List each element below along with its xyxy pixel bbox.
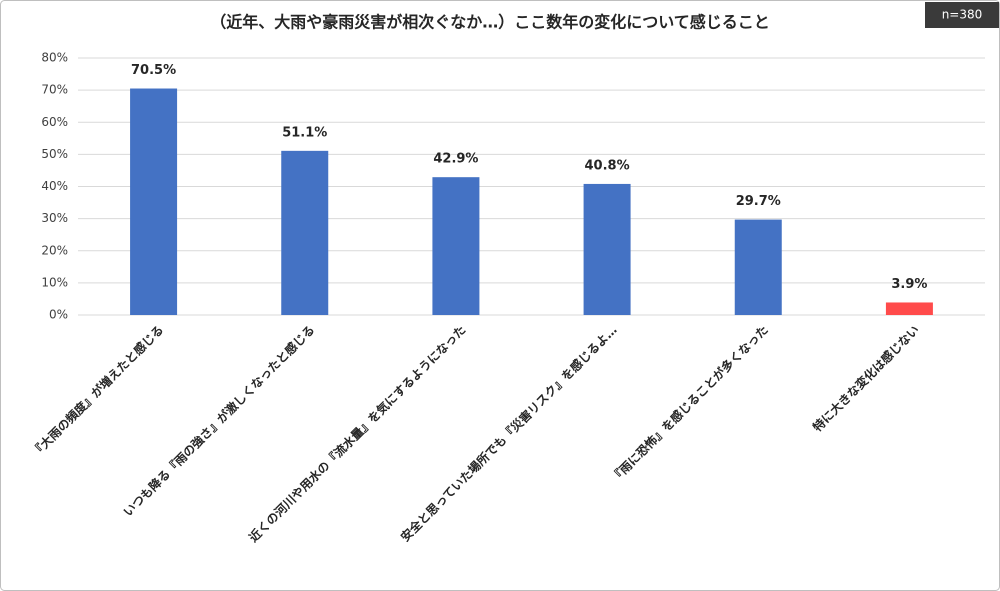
sample-badge <box>925 2 999 28</box>
bar <box>432 177 480 315</box>
y-tick-label: 70% <box>41 83 68 97</box>
value-label: 40.8% <box>585 158 630 173</box>
y-tick-label: 10% <box>41 275 68 289</box>
bar <box>130 88 178 315</box>
value-label: 42.9% <box>433 152 478 167</box>
bar <box>885 302 933 315</box>
value-label: 51.1% <box>282 125 327 140</box>
y-tick-label: 80% <box>41 51 68 65</box>
bar <box>734 219 782 315</box>
bar <box>281 150 329 315</box>
y-tick-label: 60% <box>41 115 68 129</box>
value-label: 3.9% <box>891 277 927 292</box>
value-label: 70.5% <box>131 63 176 78</box>
y-tick-label: 20% <box>41 243 68 257</box>
sample-size: n=380 <box>942 8 983 22</box>
chart-title: （近年、大雨や豪雨災害が相次ぐなか…）ここ数年の変化について感じること <box>210 13 770 32</box>
y-tick-label: 30% <box>41 211 68 225</box>
y-tick-label: 50% <box>41 147 68 161</box>
y-tick-label: 0% <box>49 308 68 322</box>
y-tick-label: 40% <box>41 179 68 193</box>
bar <box>583 183 631 315</box>
value-label: 29.7% <box>736 194 781 209</box>
